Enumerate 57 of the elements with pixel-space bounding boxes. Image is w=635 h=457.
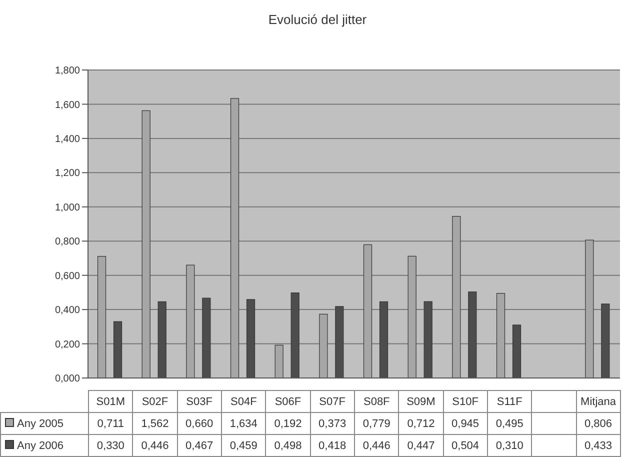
bar [142,110,150,378]
data-label: 0,712 [398,412,444,434]
x-tick-label: S03F [177,390,222,412]
x-tick-label: S04F [221,390,266,412]
chart-title: Evolució del jitter [267,12,368,27]
data-label: 0,433 [576,434,620,456]
y-tick-label: 0,600 [54,270,80,282]
x-tick-label: S01M [88,390,133,412]
data-label: 0,446 [354,434,399,456]
data-label: 0,660 [177,412,222,434]
bar [230,98,240,378]
data-label: 0,330 [88,434,133,456]
data-label: 0,192 [266,412,310,434]
data-label: 1,562 [132,412,178,434]
x-tick-label: S02F [132,390,178,412]
data-label: 0,498 [266,434,310,456]
x-tick-label: Mitjana [576,390,620,412]
legend-label: Any 2006 [0,434,88,456]
data-label: 0,945 [443,412,488,434]
bar [408,256,416,378]
y-tick-label: 0,800 [54,236,80,248]
data-label: 1,634 [221,412,266,434]
bar [186,264,195,378]
bar [585,240,594,378]
x-tick-label: S09M [398,390,444,412]
y-tick-label: 1,800 [54,66,80,77]
data-label: 0,495 [487,412,532,434]
y-tick-label: 0,200 [54,339,80,350]
bar [97,256,106,378]
data-label: 0,447 [398,434,444,456]
y-tick-label: 0,000 [54,374,80,385]
bar [452,216,461,378]
data-label: 0,310 [487,434,532,456]
y-tick-label: 1,200 [54,168,80,180]
y-tick-label: 0,400 [54,305,80,316]
data-label: 0,418 [310,434,354,456]
data-label: 0,504 [443,434,488,456]
bar [319,314,328,378]
data-label: 0,467 [177,434,222,456]
data-label: 0,779 [354,412,399,434]
y-tick-label: 1,400 [54,134,80,145]
data-label: 0,806 [576,412,620,434]
x-tick-label: S07F [310,390,354,412]
x-tick-label: S11F [487,390,532,412]
x-tick-label: S06F [266,390,310,412]
data-label: 0,711 [88,412,133,434]
bar [363,244,372,378]
data-label: 0,373 [310,412,354,434]
y-tick-label: 1,600 [54,100,80,111]
y-tick-label: 1,000 [54,202,80,214]
legend-label: Any 2005 [0,412,88,434]
bar [496,293,506,378]
data-label: 0,459 [221,434,266,456]
x-tick-label: S10F [443,390,488,412]
data-label: 0,446 [132,434,178,456]
x-tick-label: S08F [354,390,399,412]
bar [274,344,284,378]
